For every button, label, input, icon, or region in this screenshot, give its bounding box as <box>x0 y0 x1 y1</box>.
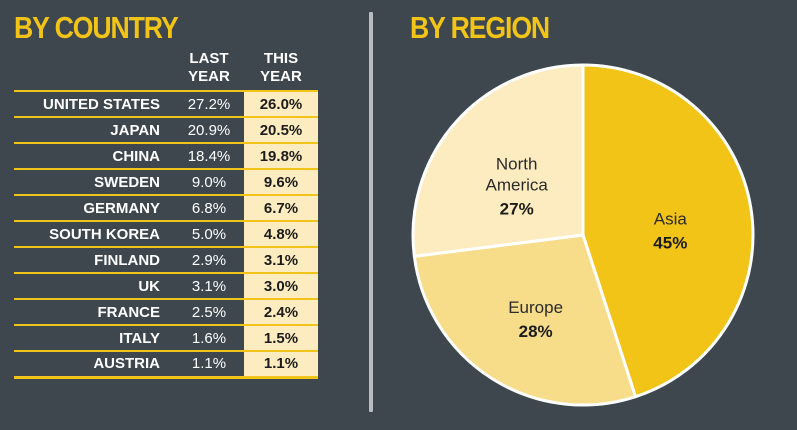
this-year-cell: 2.4% <box>244 299 318 326</box>
region-pie-chart: Asia 45% Europe 28% North America 27% <box>411 63 755 407</box>
country-name-cell: JAPAN <box>14 117 174 144</box>
last-year-cell: 5.0% <box>174 221 244 248</box>
this-year-cell: 1.1% <box>244 351 318 379</box>
this-year-header-line2: YEAR <box>260 68 302 85</box>
last-year-cell: 18.4% <box>174 143 244 170</box>
pie-slice-label: Asia <box>654 210 688 229</box>
last-year-cell: 1.6% <box>174 325 244 352</box>
table-header-row: LAST YEAR THIS YEAR <box>14 50 318 91</box>
last-year-cell: 3.1% <box>174 273 244 300</box>
pie-slice-label: America <box>486 176 549 195</box>
country-table: LAST YEAR THIS YEAR UNITED STATES 27.2% 26… <box>14 50 318 379</box>
this-year-cell: 26.0% <box>244 90 318 118</box>
table-row: CHINA 18.4% 19.8% <box>14 143 318 170</box>
last-year-cell: 6.8% <box>174 195 244 222</box>
this-year-cell: 9.6% <box>244 169 318 196</box>
pie-slice-north-america <box>411 63 585 258</box>
country-name-cell: AUSTRIA <box>14 351 174 379</box>
pie-slice-label: North <box>496 155 538 174</box>
last-year-header-line2: YEAR <box>188 68 230 85</box>
this-year-cell: 1.5% <box>244 325 318 352</box>
table-row: ITALY 1.6% 1.5% <box>14 325 318 352</box>
table-row: UK 3.1% 3.0% <box>14 273 318 300</box>
pie-slice-value: 45% <box>653 234 687 253</box>
country-table-body: UNITED STATES 27.2% 26.0% JAPAN 20.9% 20.5% CH… <box>14 90 318 379</box>
last-year-cell: 2.9% <box>174 247 244 274</box>
last-year-cell: 27.2% <box>174 90 244 118</box>
table-row: FINLAND 2.9% 3.1% <box>14 247 318 274</box>
pie-slice-value: 27% <box>500 200 534 219</box>
this-year-header-line1: THIS <box>263 50 299 67</box>
table-row: GERMANY 6.8% 6.7% <box>14 195 318 222</box>
pie-slice-label: Europe <box>508 298 563 317</box>
country-name-cell: UNITED STATES <box>14 90 174 118</box>
last-year-cell: 9.0% <box>174 169 244 196</box>
country-name-cell: GERMANY <box>14 195 174 222</box>
country-name-cell: SOUTH KOREA <box>14 221 174 248</box>
table-row: UNITED STATES 27.2% 26.0% <box>14 90 318 118</box>
country-name-cell: UK <box>14 273 174 300</box>
last-year-header-line1: LAST <box>189 50 229 67</box>
by-region-heading: BY REGION <box>410 10 550 45</box>
section-divider <box>369 12 373 412</box>
this-year-column-header: THIS YEAR <box>244 50 318 91</box>
this-year-cell: 6.7% <box>244 195 318 222</box>
table-row: SOUTH KOREA 5.0% 4.8% <box>14 221 318 248</box>
last-year-column-header: LAST YEAR <box>174 50 244 91</box>
country-name-cell: SWEDEN <box>14 169 174 196</box>
this-year-cell: 19.8% <box>244 143 318 170</box>
last-year-cell: 20.9% <box>174 117 244 144</box>
last-year-cell: 1.1% <box>174 351 244 379</box>
by-country-heading: BY COUNTRY <box>14 10 179 45</box>
country-name-cell: FRANCE <box>14 299 174 326</box>
this-year-cell: 3.0% <box>244 273 318 300</box>
country-column-header <box>14 50 174 91</box>
country-name-cell: ITALY <box>14 325 174 352</box>
pie-slice-asia <box>581 63 755 399</box>
pie-slice-value: 28% <box>519 322 553 341</box>
last-year-cell: 2.5% <box>174 299 244 326</box>
pie-slice-europe <box>412 233 638 407</box>
this-year-cell: 3.1% <box>244 247 318 274</box>
table-row: JAPAN 20.9% 20.5% <box>14 117 318 144</box>
table-row: AUSTRIA 1.1% 1.1% <box>14 351 318 379</box>
this-year-cell: 20.5% <box>244 117 318 144</box>
country-name-cell: CHINA <box>14 143 174 170</box>
this-year-cell: 4.8% <box>244 221 318 248</box>
country-name-cell: FINLAND <box>14 247 174 274</box>
table-row: FRANCE 2.5% 2.4% <box>14 299 318 326</box>
table-row: SWEDEN 9.0% 9.6% <box>14 169 318 196</box>
